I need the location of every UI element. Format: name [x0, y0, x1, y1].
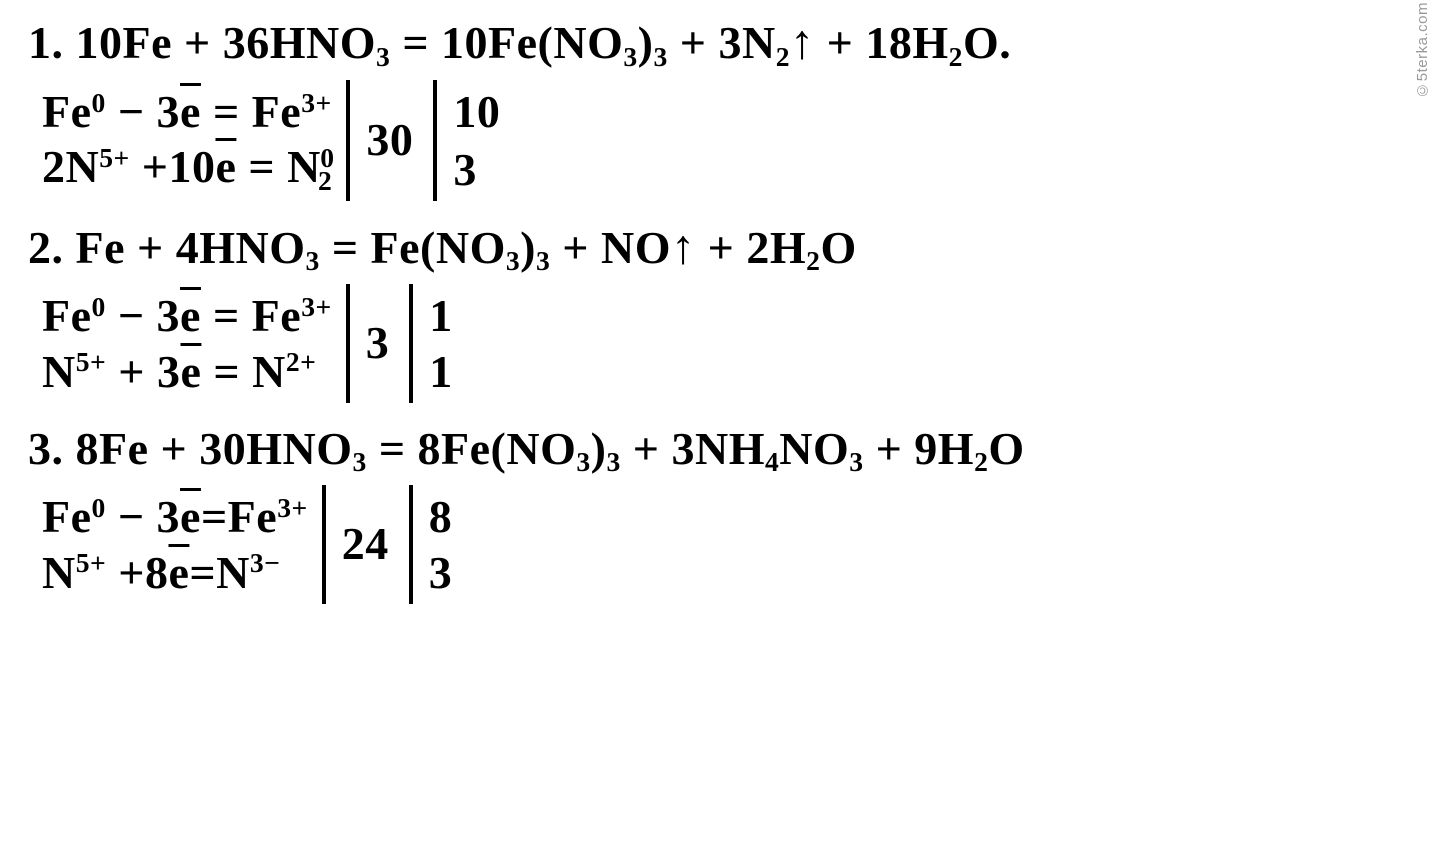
- eq3-oxidation: Fe0 − 3e=Fe3+: [42, 489, 308, 544]
- separator-bar: [409, 485, 413, 603]
- equation-2: 2. Fe + 4HNO3 = Fe(NO3)3 + NO↑ + 2H2O: [28, 223, 1433, 277]
- eq1-coef-bottom: 3: [453, 142, 500, 197]
- eq2-reduction: N5+ + 3e = N2+: [42, 344, 332, 399]
- eq3-formula: 8Fe + 30HNO3 = 8Fe(NO3)3 + 3NH4NO3 + 9H2…: [76, 423, 1025, 474]
- eq1-number: 1.: [28, 17, 64, 68]
- eq3-reduction: N5+ +8e=N3−: [42, 545, 308, 600]
- eq3-number: 3.: [28, 423, 64, 474]
- separator-bar: [433, 80, 437, 201]
- balance-3: Fe0 − 3e=Fe3+ N5+ +8e=N3− 24 8 3: [42, 485, 1433, 603]
- equation-3: 3. 8Fe + 30HNO3 = 8Fe(NO3)3 + 3NH4NO3 + …: [28, 425, 1433, 478]
- equation-1: 1. 10Fe + 36HNO3 = 10Fe(NO3)3 + 3N2↑ + 1…: [28, 18, 1433, 72]
- separator-bar: [346, 80, 350, 201]
- eq3-coefficients: 8 3: [423, 485, 453, 603]
- eq1-coef-top: 10: [453, 84, 500, 139]
- eq3-coef-top: 8: [429, 489, 453, 544]
- eq2-lcm: 3: [360, 284, 396, 402]
- eq2-coef-bottom: 1: [429, 344, 453, 399]
- eq2-coef-top: 1: [429, 288, 453, 343]
- eq1-lcm: 30: [360, 80, 419, 201]
- eq1-coefficients: 10 3: [447, 80, 500, 201]
- eq1-oxidation: Fe0 − 3e = Fe3+: [42, 84, 332, 139]
- balance-1: Fe0 − 3e = Fe3+ 2N5+ +10e = N02 30 10 3: [42, 80, 1433, 201]
- eq2-number: 2.: [28, 222, 64, 273]
- separator-bar: [346, 284, 350, 402]
- eq2-formula: Fe + 4HNO3 = Fe(NO3)3 + NO↑ + 2H2O: [76, 222, 857, 273]
- eq1-formula: 10Fe + 36HNO3 = 10Fe(NO3)3 + 3N2↑ + 18H2…: [76, 17, 1012, 68]
- half-reactions-2: Fe0 − 3e = Fe3+ N5+ + 3e = N2+: [42, 284, 332, 402]
- balance-2: Fe0 − 3e = Fe3+ N5+ + 3e = N2+ 3 1 1: [42, 284, 1433, 402]
- chemistry-equations: 1. 10Fe + 36HNO3 = 10Fe(NO3)3 + 3N2↑ + 1…: [0, 0, 1433, 604]
- half-reactions-3: Fe0 − 3e=Fe3+ N5+ +8e=N3−: [42, 485, 308, 603]
- half-reactions-1: Fe0 − 3e = Fe3+ 2N5+ +10e = N02: [42, 80, 332, 201]
- watermark-text: ©5terka.com: [1414, 2, 1431, 99]
- separator-bar: [322, 485, 326, 603]
- separator-bar: [409, 284, 413, 402]
- eq2-coefficients: 1 1: [423, 284, 453, 402]
- eq3-lcm: 24: [336, 485, 395, 603]
- eq3-coef-bottom: 3: [429, 545, 453, 600]
- eq1-reduction: 2N5+ +10e = N02: [42, 139, 332, 197]
- eq2-oxidation: Fe0 − 3e = Fe3+: [42, 288, 332, 343]
